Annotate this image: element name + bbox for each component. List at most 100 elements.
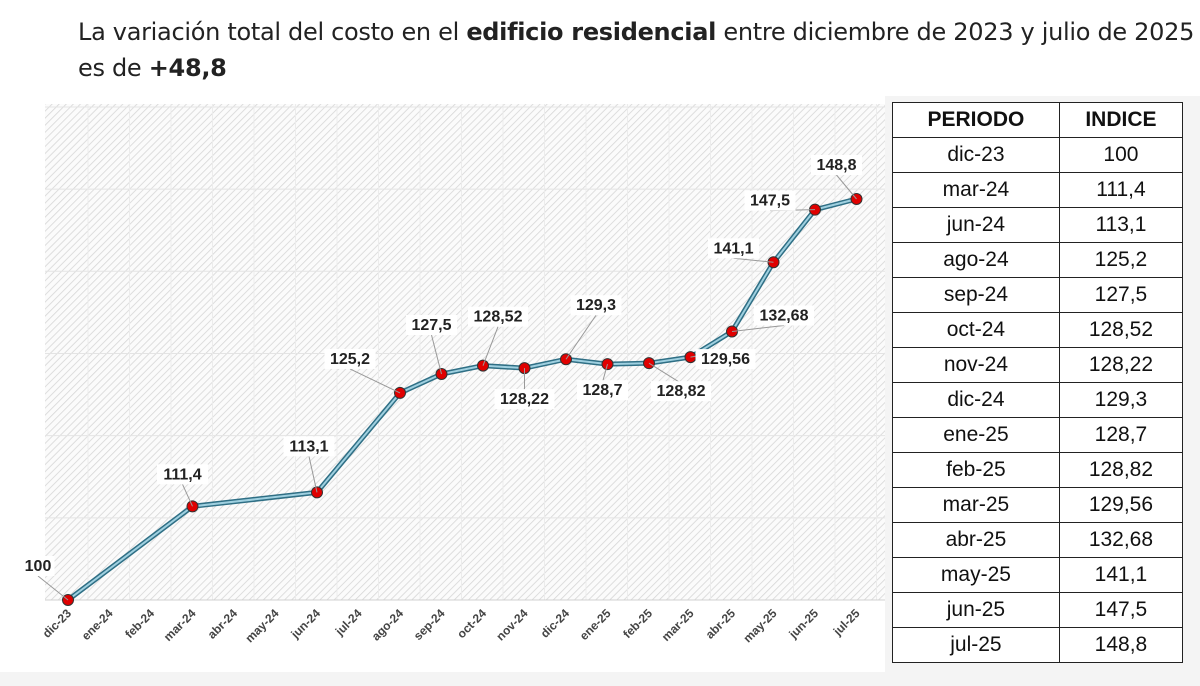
table-header: INDICE xyxy=(1058,102,1184,138)
data-label: 128,7 xyxy=(582,382,622,399)
label-background xyxy=(21,556,55,576)
table-row: mar-24 111,4 xyxy=(892,172,1184,208)
label-background xyxy=(406,315,457,336)
label-background xyxy=(754,305,814,326)
x-tick-label: oct-24 xyxy=(454,606,489,641)
indice-cell: 128,22 xyxy=(1058,347,1184,383)
data-table: PERIODO INDICE dic-23 100 mar-24 111,4 jun-24… xyxy=(892,102,1184,663)
indice-cell: 100 xyxy=(1058,137,1184,173)
label-background xyxy=(811,155,862,175)
line-chart: dic-23 ene-24 feb-24 mar-24 abr-24 may-24 jun-… xyxy=(21,104,885,646)
table-row: abr-25 132,68 xyxy=(892,522,1184,558)
label-leader-line xyxy=(182,484,193,507)
label-background xyxy=(744,190,796,211)
label-background xyxy=(283,436,335,457)
indice-cell: 129,56 xyxy=(1058,487,1184,523)
label-leader-line xyxy=(648,362,682,384)
x-tick-label: sep-24 xyxy=(411,606,448,643)
label-leader-line xyxy=(431,334,442,375)
data-label: 129,3 xyxy=(576,297,616,314)
x-tick-label: may-24 xyxy=(242,606,281,645)
data-label: 100 xyxy=(25,558,52,575)
data-label: 111,4 xyxy=(163,466,201,483)
label-leader-line xyxy=(836,174,857,200)
x-tick-label: ene-24 xyxy=(79,606,116,643)
indice-cell: 127,5 xyxy=(1058,277,1184,313)
label-leader-line xyxy=(482,326,499,366)
data-label: 148,8 xyxy=(816,157,856,174)
data-label: 129,56 xyxy=(701,351,750,368)
x-tick-label: dic-23 xyxy=(40,606,75,641)
periodo-cell: dic-24 xyxy=(892,382,1060,418)
label-background xyxy=(651,381,711,402)
indice-cell: 128,52 xyxy=(1058,312,1184,348)
indice-cell: 111,4 xyxy=(1058,172,1184,208)
table-row: nov-24 128,22 xyxy=(892,347,1184,383)
data-label: 128,52 xyxy=(474,309,523,326)
label-background xyxy=(468,306,528,327)
x-tick-label: feb-25 xyxy=(620,606,655,641)
data-label: 127,5 xyxy=(411,317,451,334)
periodo-cell: feb-25 xyxy=(892,452,1060,488)
table-row: jul-25 148,8 xyxy=(892,627,1184,663)
label-leader-line xyxy=(308,456,318,493)
indice-cell: 128,7 xyxy=(1058,417,1184,453)
periodo-cell: mar-25 xyxy=(892,487,1060,523)
label-background xyxy=(494,389,555,410)
x-tick-label: abr-24 xyxy=(205,606,241,642)
label-background xyxy=(695,349,756,370)
periodo-cell: oct-24 xyxy=(892,312,1060,348)
x-tick-label: abr-25 xyxy=(703,606,739,642)
periodo-cell: jun-25 xyxy=(892,592,1060,628)
indice-cell: 128,82 xyxy=(1058,452,1184,488)
indice-cell: 141,1 xyxy=(1058,557,1184,593)
data-label: 128,82 xyxy=(657,383,706,400)
data-label: 147,5 xyxy=(750,193,790,210)
table-row: ago-24 125,2 xyxy=(892,242,1184,278)
periodo-cell: ago-24 xyxy=(892,242,1060,278)
x-tick-label: may-25 xyxy=(740,606,779,645)
table-row: sep-24 127,5 xyxy=(892,277,1184,313)
data-label: 125,2 xyxy=(330,351,370,368)
label-background xyxy=(577,380,628,401)
x-tick-label: nov-24 xyxy=(493,606,530,643)
periodo-cell: dic-23 xyxy=(892,137,1060,173)
table-row: mar-25 129,56 xyxy=(892,487,1184,523)
label-leader-line xyxy=(733,257,774,263)
table-row: jun-25 147,5 xyxy=(892,592,1184,628)
x-tick-label: mar-24 xyxy=(161,606,199,644)
data-label: 132,68 xyxy=(760,307,809,324)
periodo-cell: jun-24 xyxy=(892,207,1060,243)
label-background xyxy=(157,464,208,485)
label-leader-line xyxy=(602,364,608,383)
periodo-cell: nov-24 xyxy=(892,347,1060,383)
x-tick-label: jul-24 xyxy=(332,606,365,639)
indice-cell: 113,1 xyxy=(1058,207,1184,243)
periodo-cell: mar-24 xyxy=(892,172,1060,208)
table-row: may-25 141,1 xyxy=(892,557,1184,593)
indice-cell: 147,5 xyxy=(1058,592,1184,628)
label-leader-line xyxy=(349,368,401,394)
data-label: 113,1 xyxy=(289,438,328,455)
periodo-cell: sep-24 xyxy=(892,277,1060,313)
table-row: feb-25 128,82 xyxy=(892,452,1184,488)
x-tick-label: feb-24 xyxy=(122,606,157,641)
x-tick-label: jul-25 xyxy=(830,606,863,639)
data-label: 128,22 xyxy=(500,391,549,408)
table-row: ene-25 128,7 xyxy=(892,417,1184,453)
x-tick-label: jun-25 xyxy=(786,606,822,642)
title-text-2: entre diciembre de 2023 y julio de 2025 … xyxy=(78,18,1195,82)
indice-cell: 125,2 xyxy=(1058,242,1184,278)
x-tick-label: ago-24 xyxy=(369,606,406,643)
label-leader-line xyxy=(731,324,785,332)
table-row: dic-24 129,3 xyxy=(892,382,1184,418)
label-background xyxy=(570,295,622,316)
indice-cell: 129,3 xyxy=(1058,382,1184,418)
label-background xyxy=(708,238,759,259)
x-tick-label: ene-25 xyxy=(577,606,614,643)
table-header: PERIODO xyxy=(892,102,1060,138)
periodo-cell: jul-25 xyxy=(892,627,1060,663)
x-tick-label: dic-24 xyxy=(538,606,573,641)
indice-cell: 148,8 xyxy=(1058,627,1184,663)
indice-cell: 132,68 xyxy=(1058,522,1184,558)
